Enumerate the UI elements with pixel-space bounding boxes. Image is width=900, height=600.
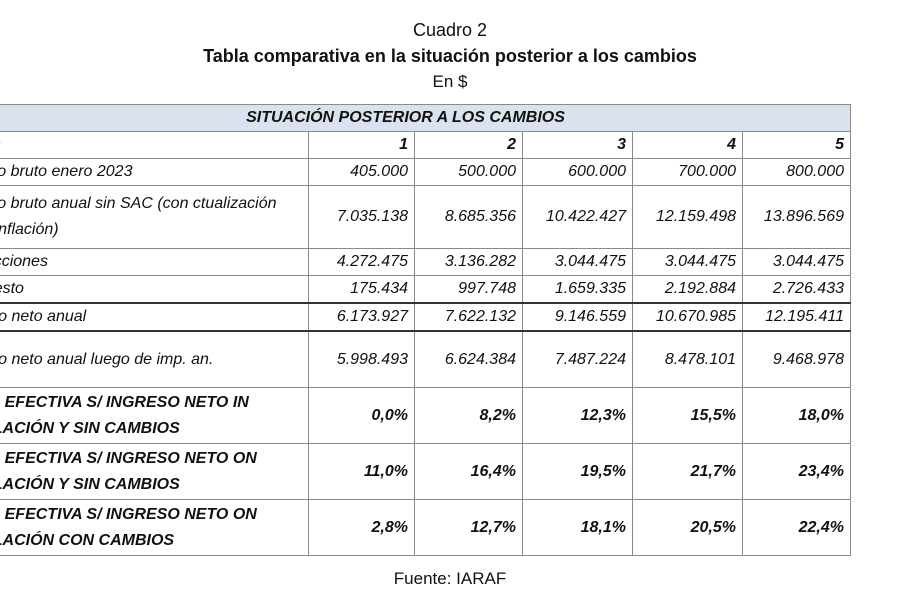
table-cell: 997.748 bbox=[414, 275, 523, 304]
row-label: greso neto anual luego de imp. an. bbox=[0, 330, 309, 388]
case-number: 4 bbox=[632, 131, 743, 159]
table-row: npuesto 175.434 997.748 1.659.335 2.192.… bbox=[0, 275, 851, 304]
row-label: ueldo bruto anual sin SAC (con ctualizac… bbox=[0, 185, 309, 249]
row-label: ueldo bruto enero 2023 bbox=[0, 158, 309, 186]
table-caption-number: Cuadro 2 bbox=[412, 20, 488, 40]
table-cell: 9.468.978 bbox=[742, 330, 851, 388]
case-number: 2 bbox=[414, 131, 523, 159]
table-cell: 10.422.427 bbox=[522, 185, 633, 249]
row-label: educciones bbox=[0, 248, 309, 276]
table-cell: 12.195.411 bbox=[742, 302, 851, 332]
table-cell: 2.726.433 bbox=[742, 275, 851, 304]
row-label: greso neto anual bbox=[0, 302, 309, 332]
table-cell: 18,0% bbox=[742, 387, 851, 444]
table-cell: 8.685.356 bbox=[414, 185, 523, 249]
case-number: 3 bbox=[522, 131, 633, 159]
table-cell: 405.000 bbox=[308, 158, 415, 186]
comparison-table: SITUACIÓN POSTERIOR A LOS CAMBIOS asos 1… bbox=[0, 104, 851, 556]
table-cell: 16,4% bbox=[414, 443, 523, 500]
row-label: npuesto bbox=[0, 275, 309, 304]
table-cell: 12,3% bbox=[522, 387, 633, 444]
table-caption-title: Tabla comparativa en la situación poster… bbox=[203, 46, 697, 66]
table-row: ASA EFECTIVA S/ INGRESO NETO ON INFLACIÓ… bbox=[0, 499, 851, 556]
case-number: 5 bbox=[742, 131, 851, 159]
table-cell: 7.487.224 bbox=[522, 330, 633, 388]
table-row: ASA EFECTIVA S/ INGRESO NETO ON INFLACIÓ… bbox=[0, 443, 851, 500]
table-cell: 700.000 bbox=[632, 158, 743, 186]
source-note: Fuente: IARAF bbox=[393, 569, 507, 588]
table-cell: 600.000 bbox=[522, 158, 633, 186]
table-cell: 1.659.335 bbox=[522, 275, 633, 304]
table-cell: 15,5% bbox=[632, 387, 743, 444]
table-cell: 10.670.985 bbox=[632, 302, 743, 332]
table-cell: 6.173.927 bbox=[308, 302, 415, 332]
table-cell: 3.044.475 bbox=[522, 248, 633, 276]
table-cell: 800.000 bbox=[742, 158, 851, 186]
table-row: ueldo bruto enero 2023 405.000 500.000 6… bbox=[0, 158, 851, 186]
table-cell: 2,8% bbox=[308, 499, 415, 556]
table-row: educciones 4.272.475 3.136.282 3.044.475… bbox=[0, 248, 851, 276]
cases-header-label: asos bbox=[0, 131, 309, 159]
table-cell: 5.998.493 bbox=[308, 330, 415, 388]
table-cell: 21,7% bbox=[632, 443, 743, 500]
table-caption-unit: En $ bbox=[432, 72, 468, 91]
table-cell: 0,0% bbox=[308, 387, 415, 444]
table-cell: 500.000 bbox=[414, 158, 523, 186]
table-cell: 12.159.498 bbox=[632, 185, 743, 249]
table-cell: 18,1% bbox=[522, 499, 633, 556]
table-cell: 7.035.138 bbox=[308, 185, 415, 249]
table-row: greso neto anual 6.173.927 7.622.132 9.1… bbox=[0, 302, 851, 332]
table-row: ASA EFECTIVA S/ INGRESO NETO IN INFLACIÓ… bbox=[0, 387, 851, 444]
table-cell: 3.136.282 bbox=[414, 248, 523, 276]
table-cell: 2.192.884 bbox=[632, 275, 743, 304]
case-number: 1 bbox=[308, 131, 415, 159]
cases-header-row: asos 1 2 3 4 5 bbox=[0, 131, 851, 159]
table-cell: 3.044.475 bbox=[742, 248, 851, 276]
table-cell: 8,2% bbox=[414, 387, 523, 444]
table-cell: 8.478.101 bbox=[632, 330, 743, 388]
table-cell: 3.044.475 bbox=[632, 248, 743, 276]
section-title: SITUACIÓN POSTERIOR A LOS CAMBIOS bbox=[0, 104, 851, 132]
table-cell: 22,4% bbox=[742, 499, 851, 556]
table-cell: 20,5% bbox=[632, 499, 743, 556]
table-cell: 175.434 bbox=[308, 275, 415, 304]
table-cell: 11,0% bbox=[308, 443, 415, 500]
row-label: ASA EFECTIVA S/ INGRESO NETO ON INFLACIÓ… bbox=[0, 499, 309, 556]
table-cell: 13.896.569 bbox=[742, 185, 851, 249]
table-cell: 19,5% bbox=[522, 443, 633, 500]
row-label: ASA EFECTIVA S/ INGRESO NETO IN INFLACIÓ… bbox=[0, 387, 309, 444]
table-row: greso neto anual luego de imp. an. 5.998… bbox=[0, 330, 851, 388]
table-cell: 4.272.475 bbox=[308, 248, 415, 276]
table-cell: 23,4% bbox=[742, 443, 851, 500]
table-cell: 12,7% bbox=[414, 499, 523, 556]
table-cell: 7.622.132 bbox=[414, 302, 523, 332]
section-header-row: SITUACIÓN POSTERIOR A LOS CAMBIOS bbox=[0, 104, 851, 132]
table-cell: 6.624.384 bbox=[414, 330, 523, 388]
table-cell: 9.146.559 bbox=[522, 302, 633, 332]
table-row: ueldo bruto anual sin SAC (con ctualizac… bbox=[0, 185, 851, 249]
row-label: ASA EFECTIVA S/ INGRESO NETO ON INFLACIÓ… bbox=[0, 443, 309, 500]
